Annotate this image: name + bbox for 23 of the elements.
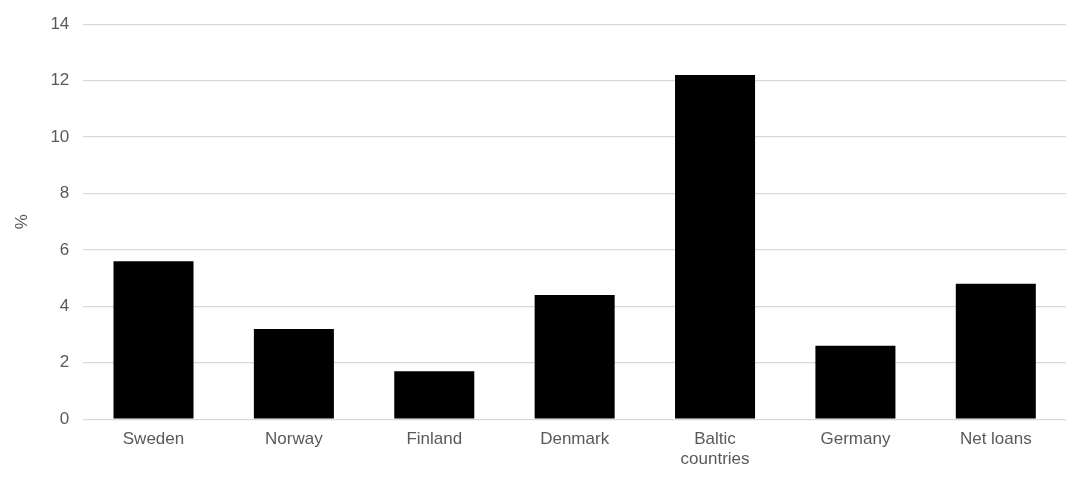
x-tick-label: Denmark bbox=[540, 429, 610, 449]
y-tick-label: 8 bbox=[59, 183, 70, 203]
bar bbox=[675, 74, 756, 419]
y-axis-title: % bbox=[11, 214, 31, 230]
y-tick-label: 0 bbox=[59, 408, 70, 428]
y-tick-label: 12 bbox=[50, 70, 70, 90]
bar bbox=[955, 283, 1036, 419]
y-tick-label: 10 bbox=[50, 126, 70, 146]
bar bbox=[253, 328, 334, 419]
x-tick-label: Net loans bbox=[959, 429, 1032, 449]
bar bbox=[394, 371, 475, 419]
y-tick-label: 14 bbox=[50, 13, 70, 33]
bar bbox=[113, 261, 194, 419]
x-tick-label: Finland bbox=[406, 429, 463, 449]
bar bbox=[815, 345, 896, 419]
x-tick-label: Norway bbox=[265, 429, 324, 449]
y-tick-label: 4 bbox=[59, 296, 70, 316]
y-tick-label: 6 bbox=[59, 239, 70, 259]
x-tick-label: Sweden bbox=[122, 429, 185, 449]
bar bbox=[534, 295, 615, 419]
x-tick-label: Baltic countries bbox=[680, 429, 750, 469]
x-tick-label: Germany bbox=[820, 429, 891, 449]
y-tick-label: 2 bbox=[59, 352, 70, 372]
